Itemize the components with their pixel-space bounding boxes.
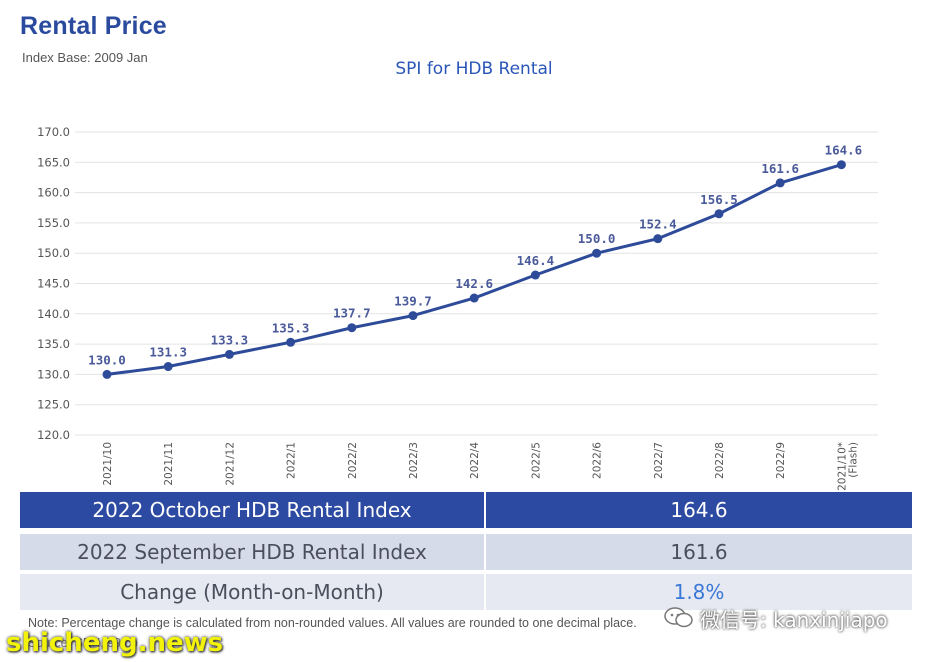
y-tick-label: 155.0 [37,216,70,230]
x-tick-label: 2022/8 [714,442,726,479]
y-tick-label: 130.0 [37,367,70,381]
svg-text:2021/10: 2021/10 [102,442,114,486]
data-label: 139.7 [394,294,432,309]
data-point [347,323,357,333]
data-point [653,234,663,244]
table-row-september-index: 2022 September HDB Rental Index 161.6 [20,534,912,570]
data-label: 164.6 [825,143,863,158]
table-row-october-index: 2022 October HDB Rental Index 164.6 [20,492,912,528]
svg-text:2022/9: 2022/9 [775,442,787,479]
x-axis-ticks: 2021/10 2021/11 2021/12 2022/1 2022/2 2022/3 2… [102,442,859,490]
svg-text:2021/12: 2021/12 [224,442,236,486]
x-tick-label: 2022/3 [408,442,420,479]
wechat-icon [664,607,693,628]
data-point [530,270,540,280]
y-tick-label: 140.0 [37,307,70,321]
data-point [163,362,173,372]
x-tick-label: 2022/5 [530,442,542,479]
y-tick-label: 145.0 [37,277,70,291]
row-value: 164.6 [670,498,728,522]
chart-title: SPI for HDB Rental [395,59,552,79]
data-point [224,349,234,359]
y-axis-ticks: 120.0 125.0 130.0 135.0 140.0 145.0 150.0 155.0… [37,125,70,442]
svg-text:2022/2: 2022/2 [347,442,359,479]
y-tick-label: 135.0 [37,337,70,351]
svg-text:2021/10*: 2021/10* [836,442,848,490]
data-label: 133.3 [211,332,249,347]
svg-text:2022/3: 2022/3 [408,442,420,479]
svg-text:2022/5: 2022/5 [530,442,542,479]
data-point [408,311,418,321]
x-tick-label: 2022/7 [653,442,665,479]
svg-text:2022/7: 2022/7 [653,442,665,479]
table-row-month-change: Change (Month-on-Month) 1.8% [20,574,912,610]
data-labels: 130.0 131.3 133.3 135.3 137.7 139.7 142.6 146.4… [88,143,862,368]
data-point [836,160,846,170]
data-label: 156.5 [700,192,738,207]
svg-text:2022/4: 2022/4 [469,442,481,479]
page-title: Rental Price [20,12,167,40]
gridlines [75,131,878,436]
svg-text:2022/1: 2022/1 [286,442,298,479]
data-point [469,293,479,303]
data-points [102,160,846,379]
data-label: 150.0 [578,231,616,246]
y-tick-label: 120.0 [37,428,70,442]
y-tick-label: 125.0 [37,398,70,412]
row-label: Change (Month-on-Month) [20,574,486,610]
data-point [775,178,785,188]
spi-line-chart: SPI for HDB Rental 120.0125.0130.0135.01… [37,59,878,490]
x-tick-label: 2022/6 [592,442,604,479]
row-label: 2022 October HDB Rental Index [20,492,486,528]
x-tick-label: 2021/10 [102,442,114,486]
svg-text:2022/6: 2022/6 [592,442,604,479]
data-label: 130.0 [88,352,126,367]
data-point [286,337,296,347]
wechat-watermark: 微信号: kanxinjiapo [700,608,888,632]
x-tick-label: 2021/12 [224,442,236,486]
data-point [102,369,112,379]
svg-text:2021/11: 2021/11 [163,442,175,486]
x-tick-label: 2021/11 [163,442,175,486]
data-label: 142.6 [455,276,493,291]
source-note: Source: SRX, 99.co [28,636,138,650]
x-tick-label: 2022/4 [469,442,481,479]
x-tick-label: 2022/2 [347,442,359,479]
y-tick-label: 165.0 [37,155,70,169]
svg-text:2022/8: 2022/8 [714,442,726,479]
data-label: 146.4 [517,253,555,268]
x-tick-label: 2021/10* (Flash) [836,442,859,490]
x-tick-label: 2022/1 [286,442,298,479]
y-tick-label: 150.0 [37,246,70,260]
data-label: 152.4 [639,217,677,232]
data-point [592,248,602,258]
y-tick-label: 170.0 [37,125,70,139]
data-label: 161.6 [761,161,799,176]
x-tick-note: (Flash) [847,442,859,478]
x-tick-label: 2022/9 [775,442,787,479]
data-label: 131.3 [149,345,187,360]
index-base-subtitle: Index Base: 2009 Jan [22,50,148,65]
data-label: 135.3 [272,320,310,335]
footnote: Note: Percentage change is calculated fr… [28,616,637,630]
data-point [714,209,724,219]
data-label: 137.7 [333,306,371,321]
row-value: 161.6 [670,540,728,564]
row-label: 2022 September HDB Rental Index [20,534,486,570]
y-tick-label: 160.0 [37,186,70,200]
site-watermark: shicheng.news [6,628,224,658]
row-value: 1.8% [673,580,725,604]
